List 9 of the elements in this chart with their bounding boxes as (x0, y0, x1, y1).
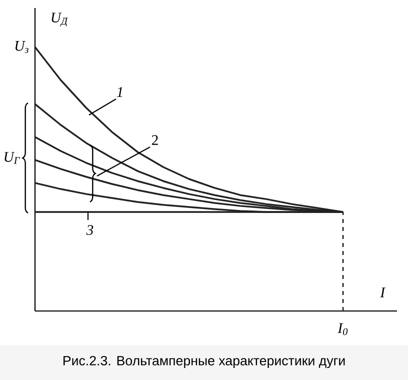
y-axis-title: U$_{Д}$ (52, 12, 68, 27)
text: I$_{0}$ (338, 323, 348, 336)
x-axis-title: I (380, 288, 386, 298)
text: U$_{Г}$ (4, 152, 20, 164)
annotation: 3 (86, 225, 94, 235)
text: Рис.2.3. Вольтамперные характеристики дуги (63, 356, 345, 368)
text: U$_{з}$ (15, 41, 28, 53)
annotation: 2 (152, 135, 158, 145)
annotation: 1 (116, 87, 122, 97)
